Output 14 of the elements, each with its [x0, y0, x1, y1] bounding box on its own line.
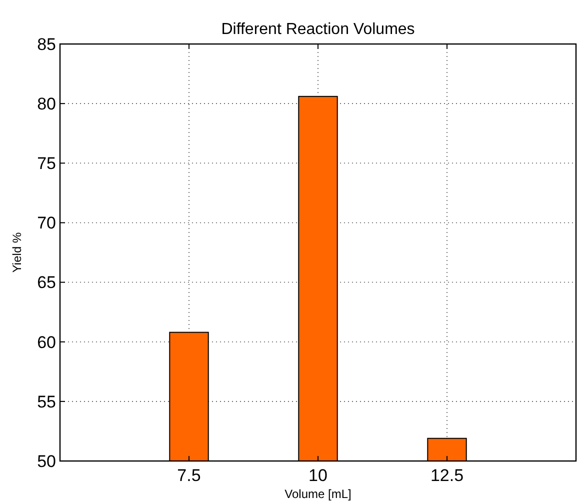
y-tick-label: 50 — [37, 452, 56, 471]
x-tick-label: 7.5 — [177, 466, 201, 485]
chart-title: Different Reaction Volumes — [221, 21, 415, 38]
y-tick-label: 55 — [37, 392, 56, 412]
y-tick-label: 60 — [37, 332, 56, 352]
y-tick-label: 80 — [37, 94, 56, 114]
x-tick-label: 12.5 — [430, 466, 464, 485]
y-tick-label: 70 — [37, 214, 56, 233]
y-tick-label: 85 — [37, 34, 56, 54]
y-tick-label: 75 — [37, 154, 56, 174]
y-axis-title: Yield % — [10, 232, 24, 273]
x-axis-title: Volume [mL] — [284, 487, 352, 501]
y-tick-label: 65 — [37, 273, 56, 292]
x-tick-label: 10 — [308, 466, 328, 485]
